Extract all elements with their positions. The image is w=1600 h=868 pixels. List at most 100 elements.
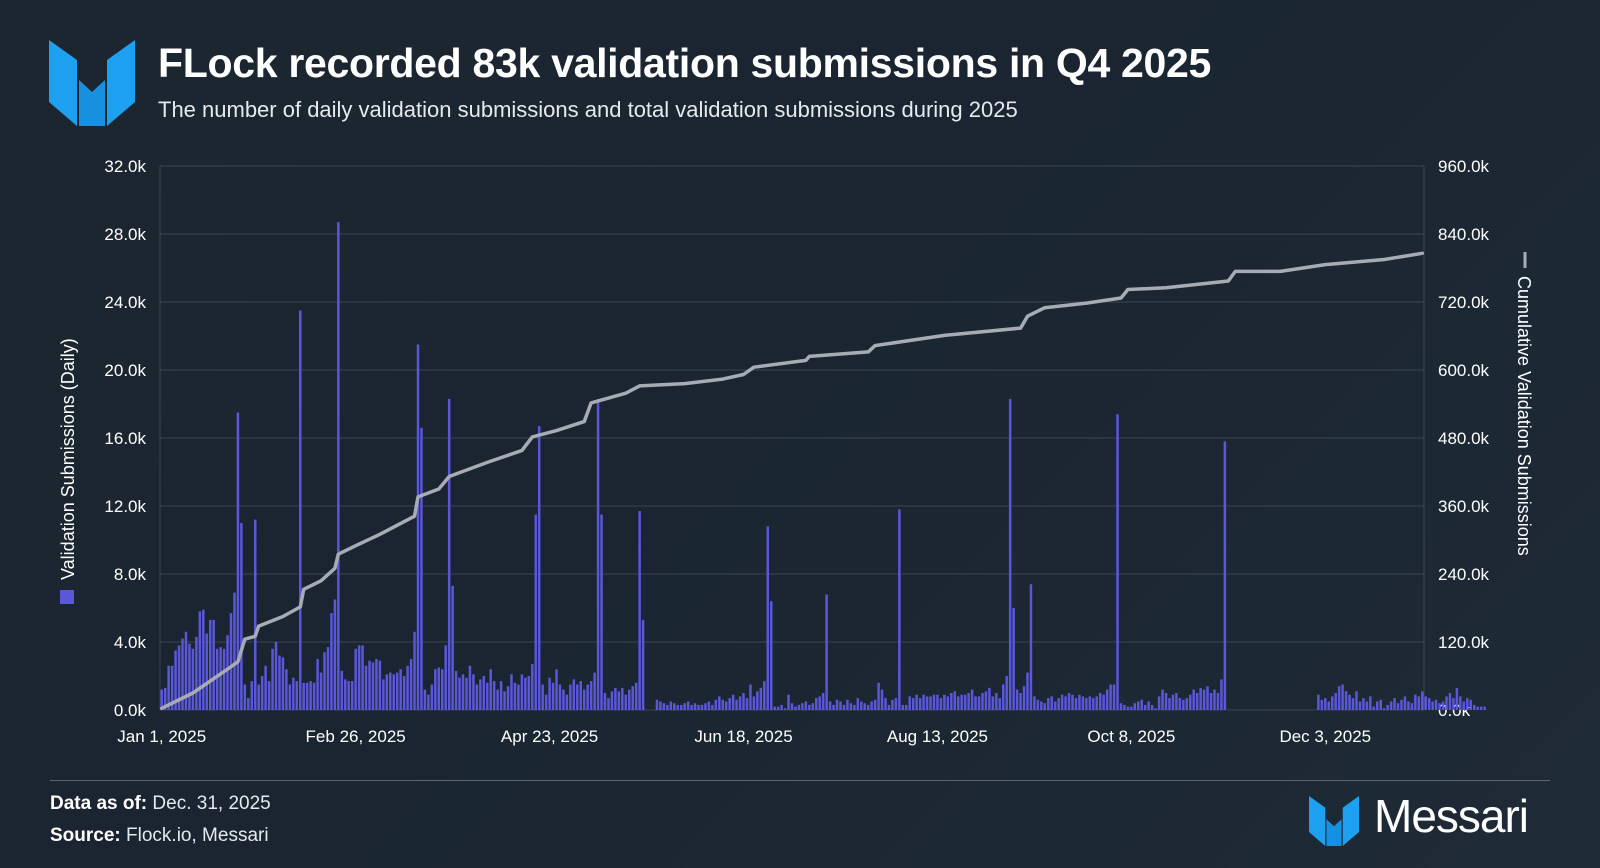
daily-bar: [1074, 698, 1078, 710]
daily-bar: [281, 657, 285, 710]
daily-bar: [1154, 708, 1157, 710]
daily-bar: [440, 669, 444, 710]
daily-bar: [839, 701, 842, 710]
daily-bar: [603, 693, 607, 710]
daily-bar: [1143, 704, 1147, 710]
daily-bar: [666, 704, 669, 710]
daily-bar: [659, 701, 662, 710]
daily-bar: [638, 511, 641, 710]
x-tick-label: Jan 1, 2025: [117, 727, 206, 746]
daily-bar: [402, 676, 406, 710]
daily-bar: [257, 684, 260, 710]
daily-bar: [260, 676, 264, 710]
daily-bar: [593, 672, 596, 710]
source-value: Flock.io, Messari: [126, 825, 269, 846]
source-note: Source: Flock.io, Messari: [50, 825, 269, 847]
daily-bar: [451, 585, 454, 710]
daily-bar: [247, 698, 250, 710]
daily-bar: [1036, 699, 1040, 710]
daily-bar: [1220, 679, 1223, 710]
daily-bar: [1161, 689, 1164, 710]
daily-bar: [1341, 684, 1344, 710]
data-date-label: Data as of:: [50, 793, 148, 814]
daily-bar: [437, 667, 441, 710]
daily-bar: [569, 684, 572, 710]
daily-bar: [735, 699, 738, 710]
daily-bar: [950, 693, 953, 710]
daily-bar: [475, 684, 479, 710]
messari-logo-icon: [49, 40, 135, 126]
daily-bar: [835, 699, 839, 710]
y-tick-label-right: 840.0k: [1438, 225, 1490, 244]
daily-bar: [673, 703, 676, 710]
daily-bar: [908, 696, 911, 710]
y-tick-label-right: 360.0k: [1438, 497, 1490, 516]
daily-bar: [551, 682, 555, 710]
daily-bar: [319, 672, 323, 710]
daily-bar: [939, 698, 943, 710]
daily-bar: [998, 698, 1002, 710]
daily-bar: [690, 704, 693, 710]
daily-bar: [704, 703, 707, 710]
daily-bar: [326, 647, 330, 710]
daily-bar: [1452, 698, 1455, 710]
daily-bar: [901, 704, 905, 710]
daily-bar: [814, 698, 818, 710]
daily-bar: [520, 674, 524, 710]
daily-bar: [683, 703, 686, 710]
daily-bar: [243, 684, 247, 710]
y-tick-label-right: 720.0k: [1438, 293, 1490, 312]
daily-bar: [527, 676, 531, 710]
daily-bar: [357, 645, 361, 710]
daily-bar: [669, 701, 673, 710]
daily-bar: [548, 677, 551, 710]
daily-bar: [884, 698, 887, 710]
daily-bar: [946, 696, 950, 710]
y-tick-label-left: 24.0k: [104, 293, 146, 312]
daily-bar: [163, 687, 167, 710]
daily-bar: [1043, 703, 1047, 710]
y-tick-label-left: 4.0k: [114, 633, 147, 652]
daily-bar: [1417, 696, 1421, 710]
chart-title: FLock recorded 83k validation submission…: [158, 40, 1212, 86]
y-tick-label-left: 32.0k: [104, 157, 146, 176]
daily-bar: [1476, 706, 1479, 710]
daily-bar: [860, 701, 863, 710]
daily-bar: [714, 699, 718, 710]
daily-bar: [524, 677, 527, 710]
daily-bar: [385, 674, 389, 710]
daily-bar: [1130, 706, 1133, 710]
daily-bar: [565, 694, 569, 710]
daily-bar: [783, 708, 787, 710]
daily-bar: [721, 699, 724, 710]
daily-bar: [849, 703, 853, 710]
y-tick-label-left: 12.0k: [104, 497, 146, 516]
daily-bar: [229, 613, 233, 710]
daily-bar: [1334, 693, 1337, 710]
daily-bar: [780, 704, 783, 710]
x-tick-label: Apr 23, 2025: [501, 727, 598, 746]
daily-bar: [794, 706, 797, 710]
daily-bar: [700, 704, 704, 710]
daily-bar: [773, 706, 776, 710]
daily-bar: [1040, 701, 1043, 710]
daily-bar: [1008, 398, 1012, 710]
daily-bar: [738, 696, 742, 710]
daily-bar: [395, 672, 399, 710]
daily-bar: [891, 699, 894, 710]
daily-bar: [1400, 699, 1403, 710]
daily-bar: [1192, 689, 1195, 710]
daily-bar: [929, 696, 932, 710]
daily-bar: [856, 698, 860, 710]
daily-bar: [887, 704, 891, 710]
daily-bar: [1441, 701, 1445, 710]
y-tick-label-right: 120.0k: [1438, 633, 1490, 652]
daily-bar: [1015, 689, 1019, 710]
daily-bar: [510, 674, 513, 710]
daily-bar: [323, 652, 326, 710]
daily-bar: [801, 703, 804, 710]
daily-bar: [870, 701, 873, 710]
daily-bar: [1479, 706, 1483, 710]
daily-bar: [191, 648, 195, 710]
daily-bar: [925, 696, 929, 710]
